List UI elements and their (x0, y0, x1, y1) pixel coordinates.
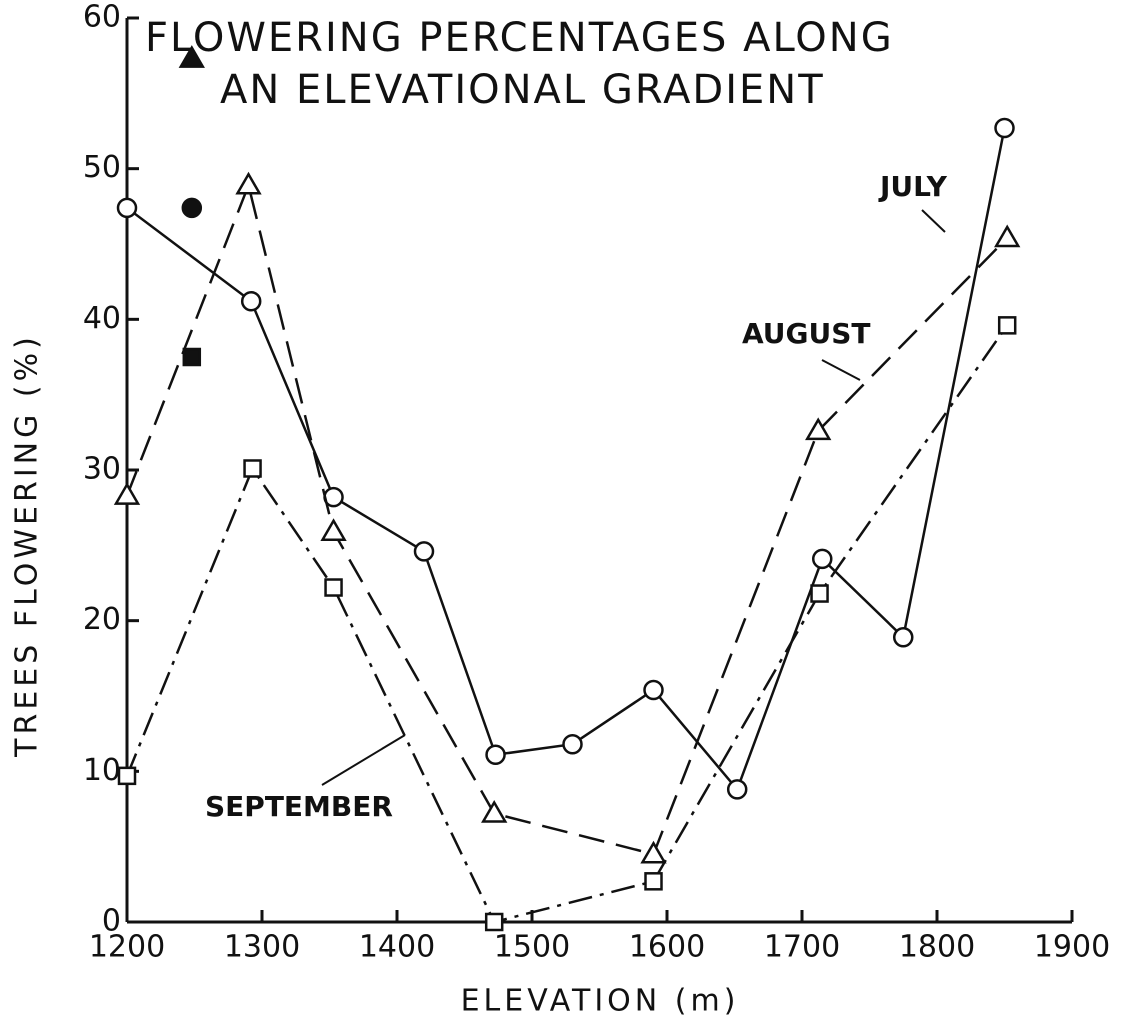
point (235, 171, 262, 195)
x-tick-label: 1500 (494, 930, 570, 965)
leader-line (921, 209, 946, 233)
point (893, 626, 914, 648)
series-label: JULY (878, 170, 948, 203)
point (997, 316, 1017, 335)
y-tick-label: 0 (102, 904, 121, 939)
point (181, 197, 203, 219)
point (113, 482, 141, 505)
x-axis-label: ELEVATION (m) (461, 984, 740, 1019)
point (643, 679, 664, 701)
series-label: SEPTEMBER (205, 790, 393, 823)
point (240, 291, 262, 312)
series-label: AUGUST (742, 317, 871, 350)
x-tick-label: 1900 (1034, 930, 1110, 965)
chart-title: AN ELEVATIONAL GRADIENT (220, 67, 825, 113)
point (484, 912, 504, 932)
leader-line (321, 734, 406, 786)
point (810, 584, 829, 603)
y-tick-label: 20 (83, 602, 121, 637)
y-tick-label: 60 (83, 0, 121, 35)
point (117, 766, 137, 786)
y-tick-label: 40 (83, 301, 121, 336)
y-tick-label: 50 (83, 150, 121, 185)
point (562, 733, 583, 755)
point (726, 779, 748, 800)
leader-line (821, 359, 861, 381)
x-tick-label: 1200 (89, 930, 165, 965)
point (805, 417, 832, 441)
chart-title: FLOWERING PERCENTAGES ALONG (145, 15, 894, 61)
y-tick-label: 30 (83, 452, 121, 487)
x-tick-label: 1800 (899, 930, 975, 965)
line (125, 181, 1009, 856)
point (644, 872, 663, 891)
x-tick-label: 1700 (764, 930, 840, 965)
point (481, 800, 508, 823)
point (413, 541, 435, 562)
point (324, 578, 343, 597)
point (116, 197, 138, 219)
x-tick-label: 1300 (224, 930, 300, 965)
x-tick-label: 1400 (359, 930, 435, 965)
x-tick-label: 1600 (629, 930, 705, 965)
point (994, 117, 1015, 139)
y-tick-label: 10 (83, 753, 121, 788)
line (126, 127, 1006, 792)
point (485, 744, 506, 766)
point (178, 45, 205, 68)
y-axis-label: TREES FLOWERING (%) (10, 333, 45, 758)
point (320, 518, 347, 542)
point (994, 224, 1021, 248)
point (182, 347, 202, 367)
point (640, 840, 667, 864)
point (243, 459, 262, 478)
point (812, 548, 833, 570)
